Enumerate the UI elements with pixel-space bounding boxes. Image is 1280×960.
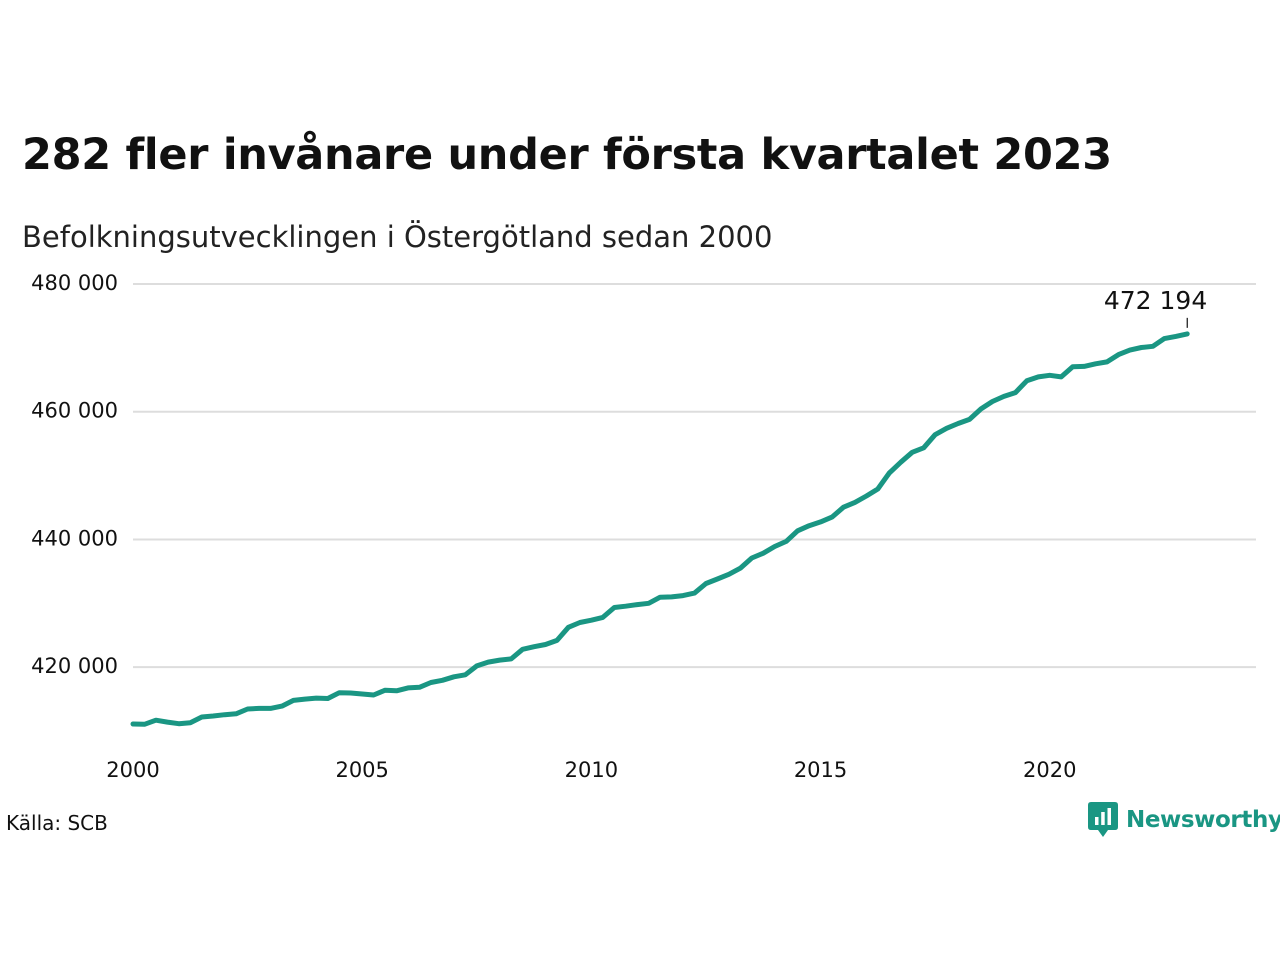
brand-name: Newsworthy [1126, 807, 1280, 833]
population-line [130, 331, 1190, 727]
source-note: Källa: SCB [6, 811, 108, 835]
y-tick-label: 480 000 [31, 271, 118, 295]
x-tick-label: 2005 [335, 758, 388, 782]
y-tick-label: 440 000 [31, 526, 118, 550]
brand-logo: Newsworthy [1088, 802, 1280, 838]
chart-title: 282 fler invånare under första kvartalet… [22, 130, 1112, 180]
newsworthy-logo-icon [1088, 802, 1118, 837]
y-tick-label: 460 000 [31, 399, 118, 423]
x-tick-label: 2020 [1023, 758, 1076, 782]
chart-subtitle: Befolkningsutvecklingen i Östergötland s… [22, 220, 773, 254]
y-tick-label: 420 000 [31, 654, 118, 678]
end-value-label: 472 194 [1104, 286, 1207, 315]
x-tick-label: 2015 [794, 758, 847, 782]
x-tick-label: 2000 [106, 758, 159, 782]
x-tick-label: 2010 [565, 758, 618, 782]
